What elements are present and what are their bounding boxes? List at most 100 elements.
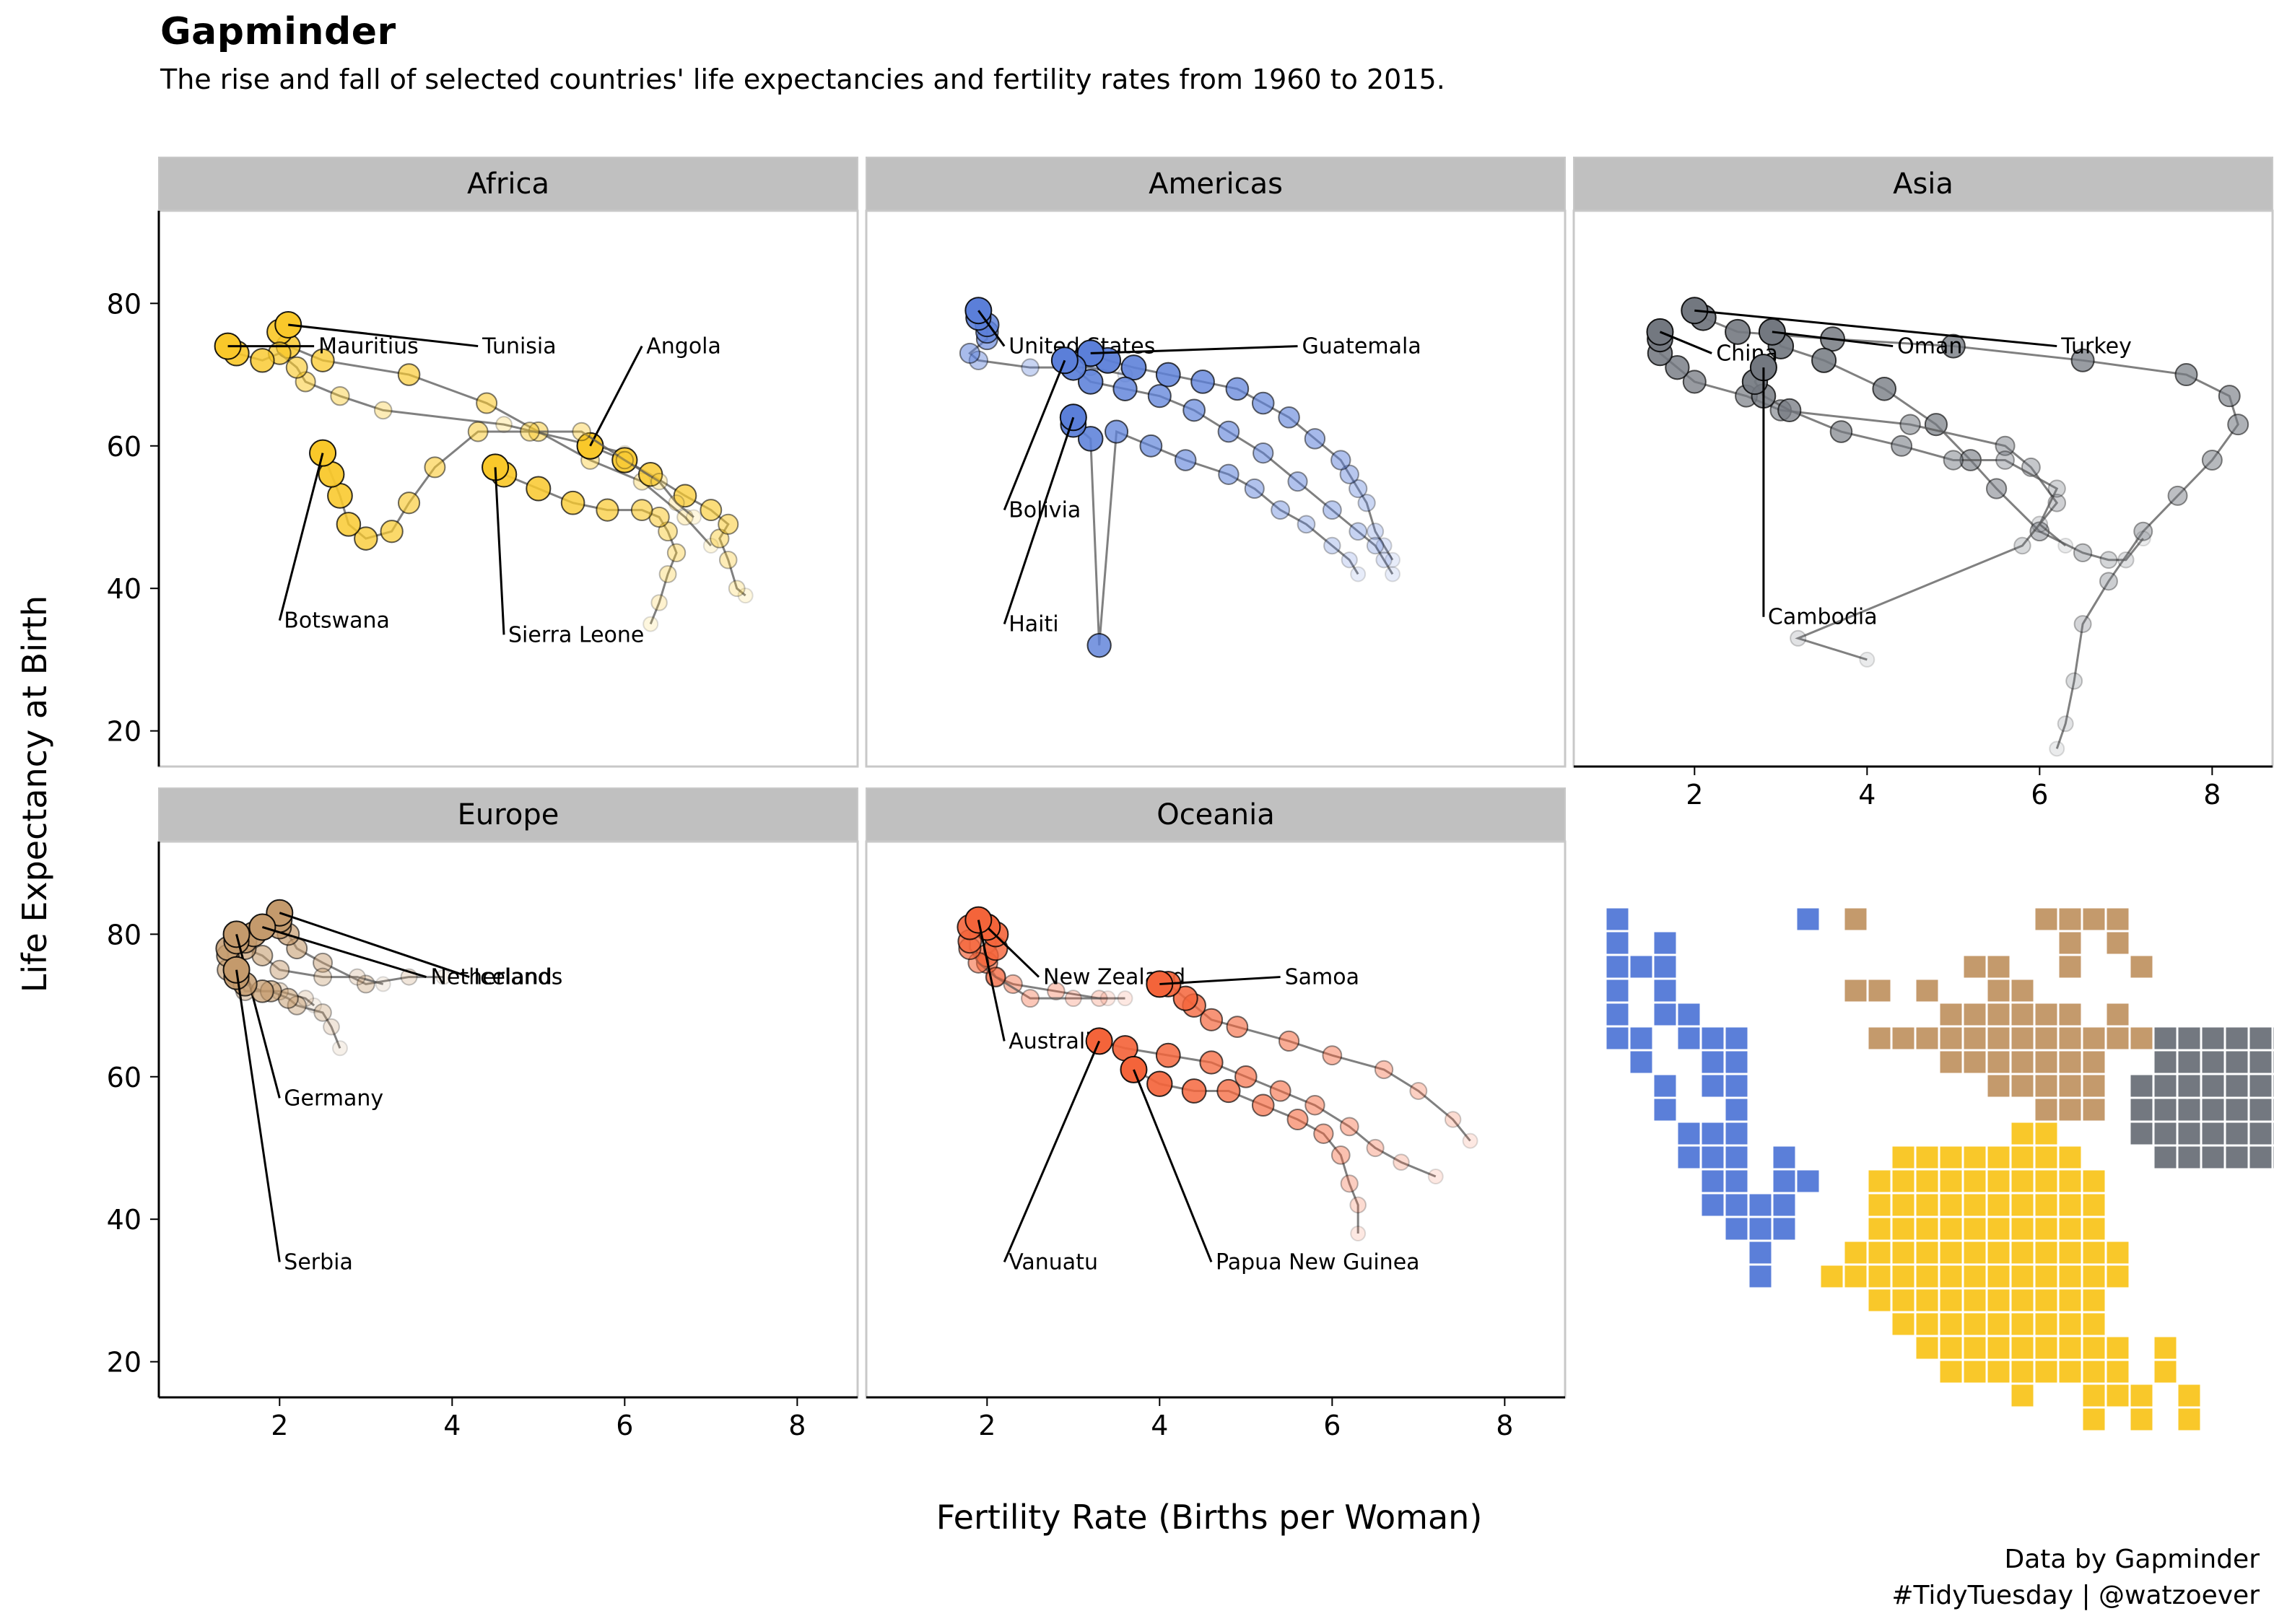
point-angola bbox=[728, 580, 746, 598]
point-samoa bbox=[1462, 1132, 1478, 1149]
point-mauritius bbox=[330, 386, 350, 406]
map-tile-africa bbox=[2082, 1193, 2106, 1217]
point-label-papua-new-guinea: Papua New Guinea bbox=[1216, 1249, 1420, 1275]
map-tile-africa bbox=[2011, 1384, 2034, 1407]
facet-strip-americas bbox=[866, 157, 1566, 211]
point-new-zealand bbox=[1117, 990, 1133, 1007]
point-cambodia bbox=[2031, 515, 2049, 533]
map-tile-americas bbox=[1653, 1098, 1677, 1122]
facet-label-americas: Americas bbox=[1149, 167, 1283, 201]
map-tile-asia bbox=[2177, 1074, 2201, 1098]
map-tile-africa bbox=[2058, 1241, 2082, 1265]
map-tile-asia bbox=[2201, 1074, 2225, 1098]
map-tile-asia bbox=[2225, 1074, 2249, 1098]
map-tile-africa bbox=[1891, 1312, 1915, 1336]
map-tile-africa bbox=[2011, 1169, 2034, 1193]
map-tile-africa bbox=[2011, 1336, 2034, 1360]
point-label-guatemala: Guatemala bbox=[1302, 334, 1421, 359]
point-bolivia bbox=[1375, 551, 1393, 569]
point-vanuatu bbox=[1339, 1117, 1359, 1137]
facet-strip-oceania bbox=[866, 787, 1566, 842]
map-tile-europe bbox=[2106, 931, 2130, 955]
point-vanuatu bbox=[1393, 1153, 1410, 1171]
point-samoa bbox=[1199, 1008, 1224, 1031]
y-tick-label-europe: 40 bbox=[107, 1204, 141, 1236]
point-iceland bbox=[313, 952, 334, 973]
point-guatemala bbox=[1349, 479, 1368, 499]
point-oman bbox=[1811, 347, 1837, 373]
point-mauritius bbox=[250, 348, 275, 373]
facet-panel-asia bbox=[1572, 209, 2274, 768]
map-tile-europe bbox=[2058, 1026, 2082, 1050]
point-turkey bbox=[2073, 615, 2092, 634]
point-haiti bbox=[1341, 551, 1358, 569]
map-tile-asia bbox=[2153, 1050, 2177, 1074]
facet-panel-americas bbox=[865, 209, 1567, 768]
map-tile-africa bbox=[1987, 1312, 2011, 1336]
y-tick-label-africa: 80 bbox=[107, 288, 141, 320]
point-guatemala bbox=[1330, 450, 1351, 471]
map-tile-africa bbox=[1915, 1217, 1939, 1241]
chart-subtitle: The rise and fall of selected countries'… bbox=[160, 64, 1445, 95]
point-serbia bbox=[331, 1040, 348, 1057]
x-tick-label-europe: 2 bbox=[271, 1410, 288, 1441]
map-tile-americas bbox=[1701, 1026, 1725, 1050]
label-leader-china bbox=[1659, 331, 1712, 354]
map-tile-europe bbox=[1939, 1026, 1963, 1050]
point-samoa bbox=[1322, 1045, 1343, 1066]
point-bolivia bbox=[1366, 536, 1385, 555]
map-tile-americas bbox=[1606, 955, 1629, 979]
point-mauritius bbox=[285, 356, 308, 379]
map-tile-africa bbox=[1987, 1145, 2011, 1169]
map-tile-africa bbox=[1868, 1217, 1891, 1241]
map-tile-americas bbox=[1772, 1169, 1796, 1193]
map-tile-americas bbox=[1677, 1003, 1701, 1026]
point-haiti bbox=[1174, 449, 1197, 471]
map-tile-africa bbox=[2011, 1122, 2034, 1145]
map-tile-africa bbox=[1868, 1241, 1891, 1265]
map-tile-americas bbox=[1725, 1074, 1748, 1098]
point-turkey bbox=[2201, 450, 2223, 471]
map-tile-asia bbox=[2249, 1026, 2273, 1050]
point-turkey bbox=[1725, 318, 1751, 345]
point-guatemala bbox=[1339, 464, 1359, 484]
map-tile-africa bbox=[1915, 1145, 1939, 1169]
point-papua-new-guinea bbox=[1340, 1174, 1359, 1193]
label-leader-botswana bbox=[278, 453, 324, 621]
map-tile-africa bbox=[2058, 1312, 2082, 1336]
map-tile-africa bbox=[1987, 1241, 2011, 1265]
point-haiti bbox=[1323, 536, 1341, 555]
map-tile-americas bbox=[1772, 1217, 1796, 1241]
point-label-oman: Oman bbox=[1897, 334, 1962, 359]
map-tile-europe bbox=[2034, 1050, 2058, 1074]
point-botswana bbox=[397, 492, 421, 515]
x-tick-label-asia: 6 bbox=[2031, 779, 2048, 811]
point-haiti bbox=[1218, 463, 1240, 485]
point-bolivia bbox=[1147, 384, 1172, 409]
point-vanuatu bbox=[1199, 1050, 1224, 1075]
label-leader-serbia bbox=[235, 969, 281, 1262]
map-tile-africa bbox=[2130, 1384, 2153, 1407]
map-tile-africa bbox=[2034, 1169, 2058, 1193]
map-tile-europe bbox=[2058, 907, 2082, 931]
map-tile-africa bbox=[1963, 1288, 1987, 1312]
point-label-germany: Germany bbox=[284, 1086, 383, 1111]
map-tile-africa bbox=[1963, 1336, 1987, 1360]
point-bolivia bbox=[1287, 471, 1308, 492]
y-tick-label-europe: 60 bbox=[107, 1062, 141, 1093]
label-leader-vanuatu bbox=[1003, 1040, 1101, 1263]
point-label-serbia: Serbia bbox=[284, 1249, 353, 1275]
map-tile-europe bbox=[2058, 1050, 2082, 1074]
point-botswana bbox=[336, 512, 362, 537]
map-tile-asia bbox=[2153, 1122, 2177, 1145]
map-tile-europe bbox=[1844, 979, 1868, 1003]
point-china bbox=[1790, 629, 1807, 647]
point-oman bbox=[2099, 551, 2118, 569]
chart-title: Gapminder bbox=[160, 10, 396, 53]
point-haiti bbox=[1297, 515, 1316, 534]
point-label-haiti: Haiti bbox=[1009, 612, 1058, 637]
point-guatemala bbox=[1190, 370, 1215, 394]
y-axis-title: Life Expectancy at Birth bbox=[15, 595, 54, 992]
map-tile-americas bbox=[1606, 979, 1629, 1003]
